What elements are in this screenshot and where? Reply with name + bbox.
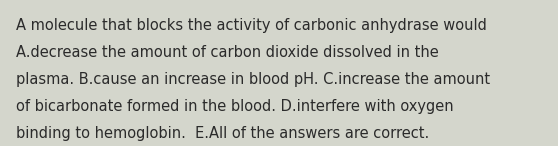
Text: A molecule that blocks the activity of carbonic anhydrase would: A molecule that blocks the activity of c… [16, 18, 487, 33]
Text: binding to hemoglobin.  E.All of the answers are correct.: binding to hemoglobin. E.All of the answ… [16, 126, 429, 141]
Text: of bicarbonate formed in the blood. D.interfere with oxygen: of bicarbonate formed in the blood. D.in… [16, 99, 453, 114]
Text: plasma. B.cause an increase in blood pH. C.increase the amount: plasma. B.cause an increase in blood pH.… [16, 72, 490, 87]
Text: A.decrease the amount of carbon dioxide dissolved in the: A.decrease the amount of carbon dioxide … [16, 45, 439, 60]
